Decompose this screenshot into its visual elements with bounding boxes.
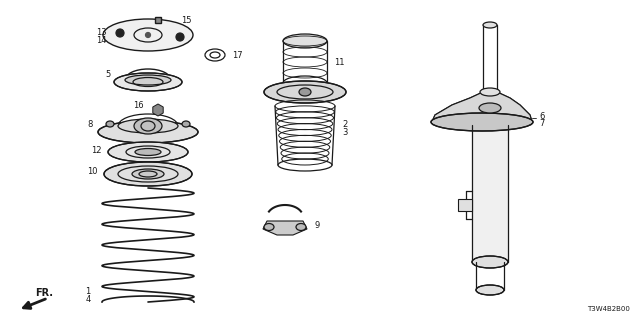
Ellipse shape xyxy=(116,29,124,37)
Ellipse shape xyxy=(472,256,508,268)
Ellipse shape xyxy=(132,169,164,179)
Ellipse shape xyxy=(135,148,161,156)
Ellipse shape xyxy=(145,33,150,37)
Text: 12: 12 xyxy=(91,146,101,155)
Ellipse shape xyxy=(98,121,198,143)
Text: 7: 7 xyxy=(540,118,545,127)
Ellipse shape xyxy=(264,223,274,230)
Text: 9: 9 xyxy=(314,220,319,229)
Polygon shape xyxy=(432,92,532,122)
Text: 3: 3 xyxy=(342,127,348,137)
Text: FR.: FR. xyxy=(35,288,53,298)
Ellipse shape xyxy=(264,81,346,103)
Ellipse shape xyxy=(103,19,193,51)
Ellipse shape xyxy=(125,75,171,85)
Text: 17: 17 xyxy=(232,51,243,60)
Text: 10: 10 xyxy=(87,166,97,175)
Ellipse shape xyxy=(480,88,500,96)
Ellipse shape xyxy=(118,119,178,133)
Ellipse shape xyxy=(176,33,184,41)
Ellipse shape xyxy=(431,113,533,131)
Ellipse shape xyxy=(283,34,327,48)
Polygon shape xyxy=(263,221,307,235)
Ellipse shape xyxy=(108,142,188,162)
Ellipse shape xyxy=(114,73,182,91)
Ellipse shape xyxy=(483,22,497,28)
Text: 15: 15 xyxy=(180,15,191,25)
Text: 8: 8 xyxy=(87,119,93,129)
Text: 11: 11 xyxy=(333,58,344,67)
Text: T3W4B2B00: T3W4B2B00 xyxy=(587,306,630,312)
Ellipse shape xyxy=(106,121,114,127)
Ellipse shape xyxy=(182,121,190,127)
Ellipse shape xyxy=(299,88,311,96)
Ellipse shape xyxy=(476,285,504,295)
Ellipse shape xyxy=(296,223,306,230)
Text: 1: 1 xyxy=(85,287,91,297)
Text: 4: 4 xyxy=(85,294,91,303)
Text: 6: 6 xyxy=(540,111,545,121)
Ellipse shape xyxy=(104,162,192,186)
Text: 13: 13 xyxy=(96,28,106,36)
Ellipse shape xyxy=(134,118,162,134)
Text: 14: 14 xyxy=(96,36,106,44)
Ellipse shape xyxy=(479,103,501,113)
Text: 2: 2 xyxy=(342,119,348,129)
Text: 5: 5 xyxy=(106,69,111,78)
Polygon shape xyxy=(458,199,472,211)
Text: 16: 16 xyxy=(132,100,143,109)
Polygon shape xyxy=(153,104,163,116)
